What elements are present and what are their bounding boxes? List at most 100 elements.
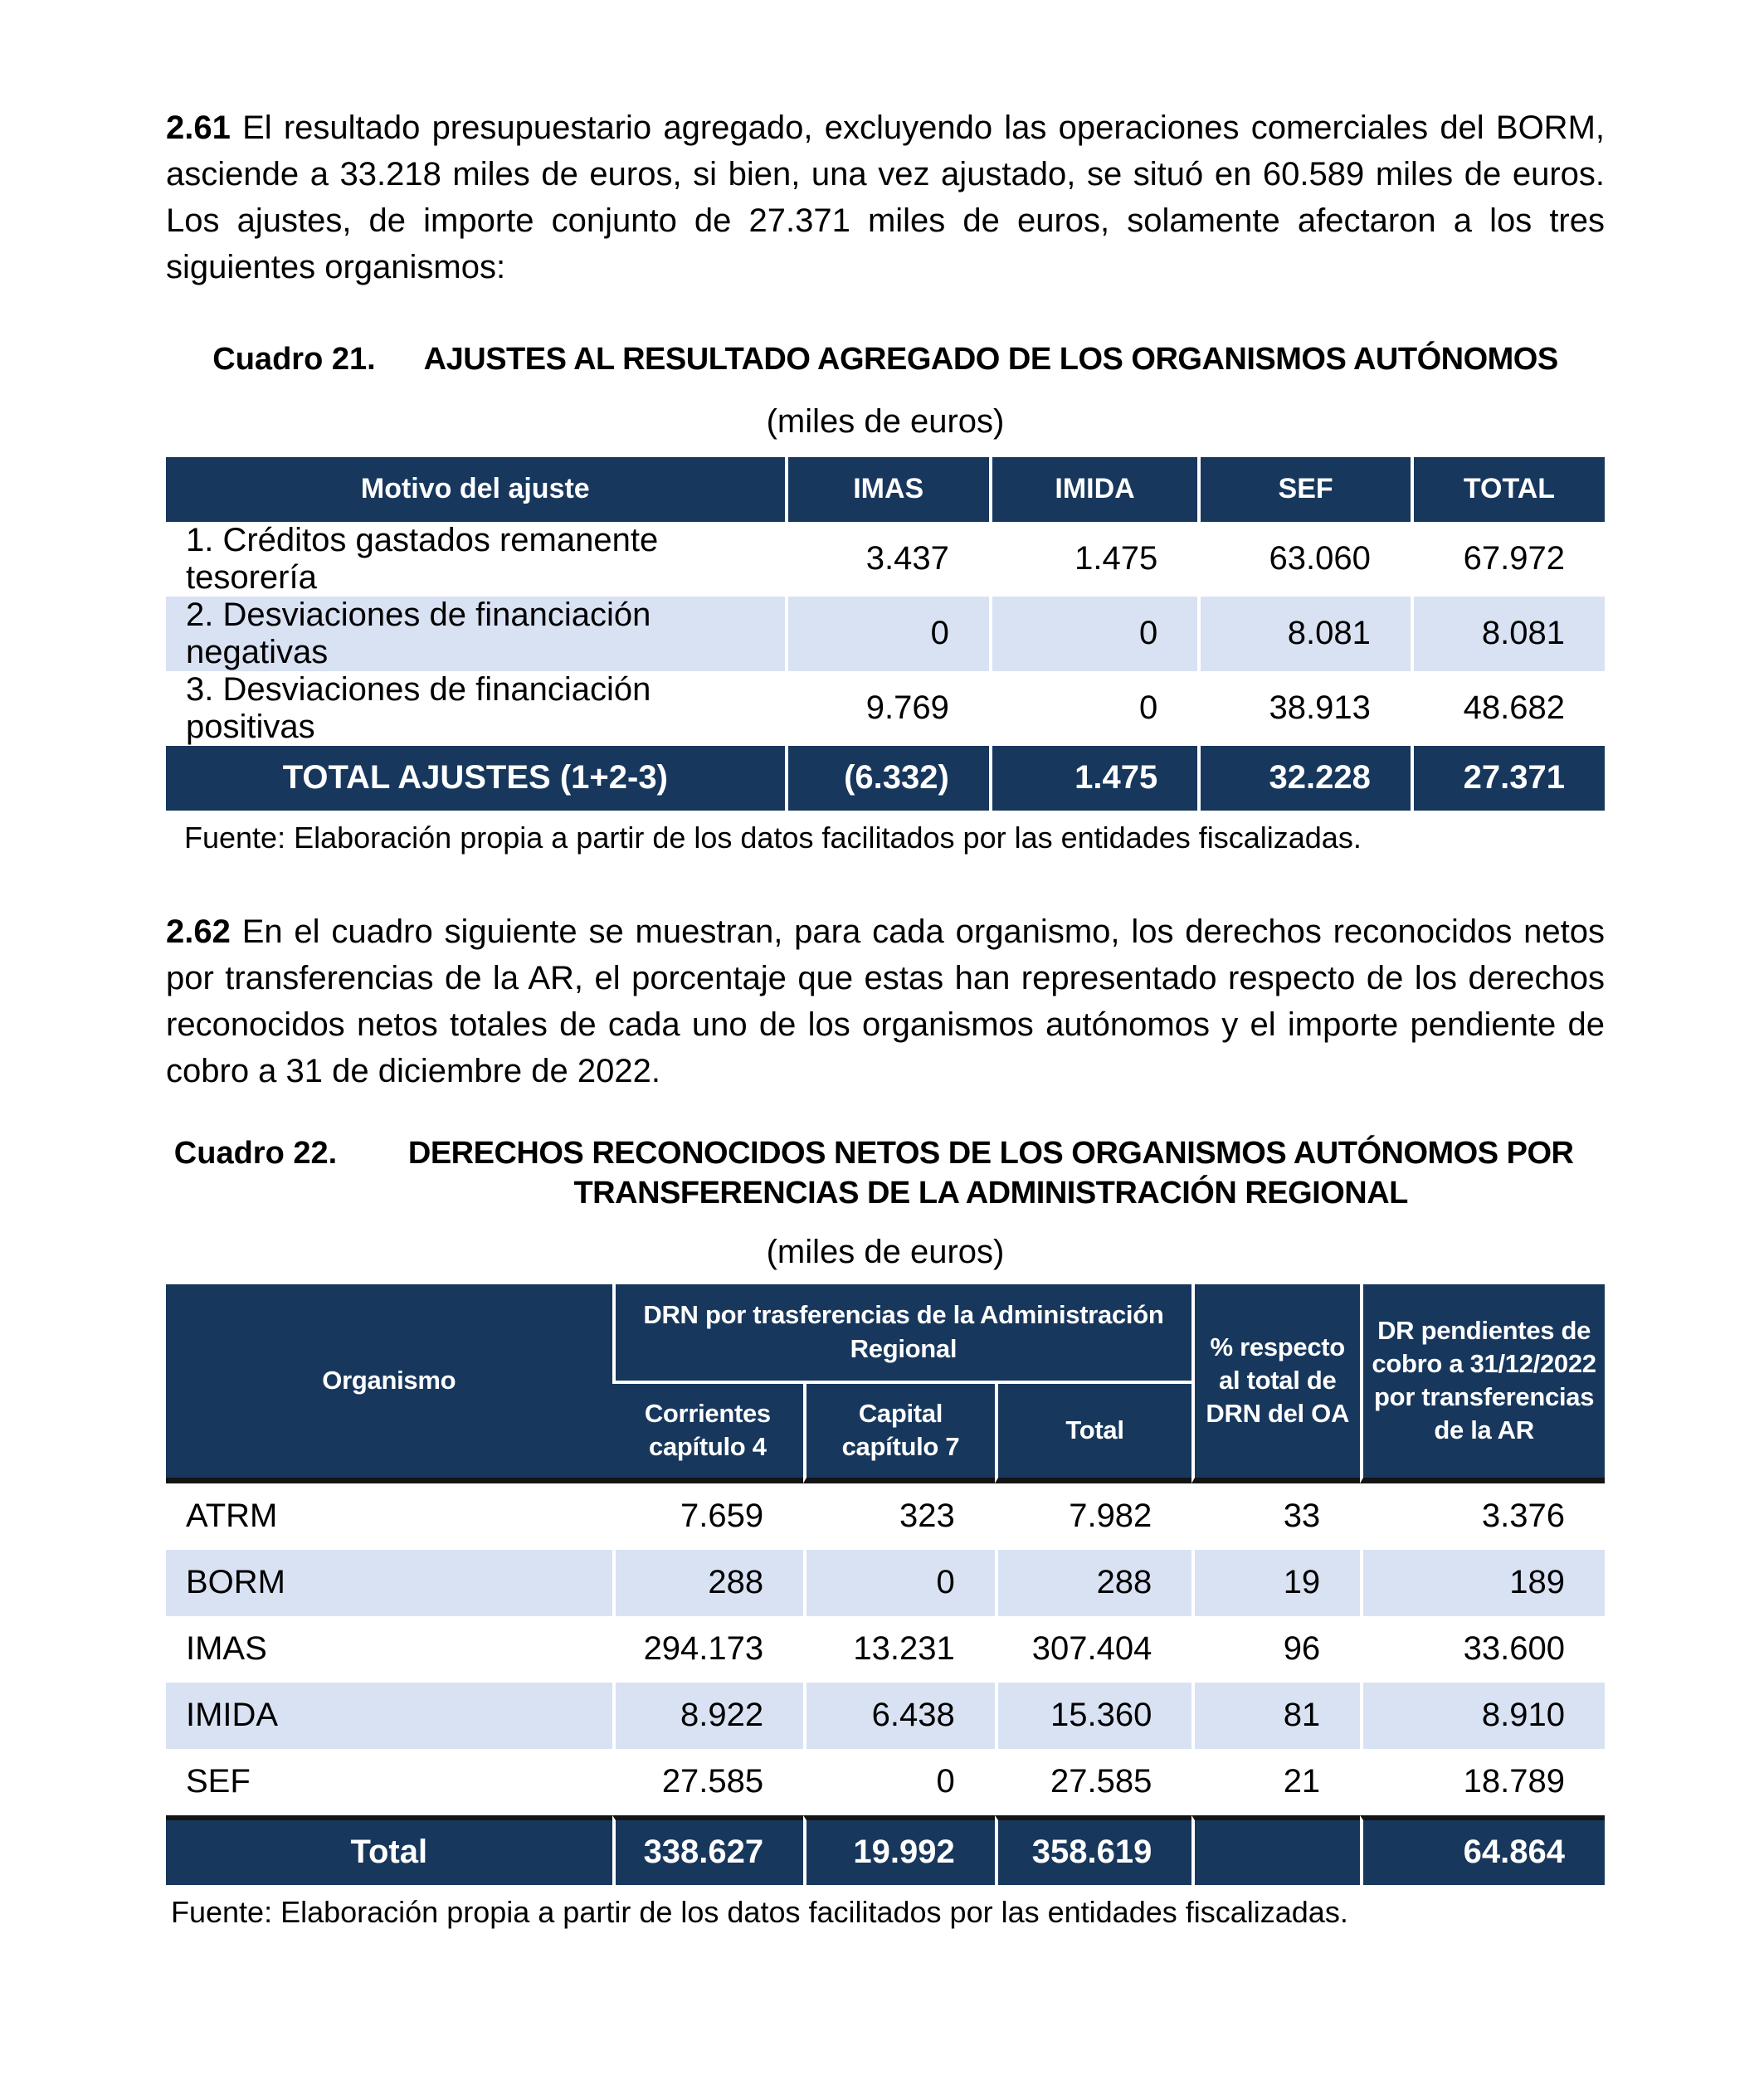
table22-caption: Cuadro 22. DERECHOS RECONOCIDOS NETOS DE… (166, 1134, 1605, 1214)
paragraph-text: En el cuadro siguiente se muestran, para… (166, 913, 1605, 1089)
table22-units: (miles de euros) (766, 1233, 1005, 1270)
cell-pct: 21 (1191, 1748, 1361, 1815)
table-row: IMIDA 8.922 6.438 15.360 81 8.910 (166, 1682, 1605, 1749)
cell-imida: 1.475 (988, 521, 1198, 597)
table22-header-row-2: Corrientes capítulo 4 Capital capítulo 7… (166, 1383, 1605, 1483)
row-label: SEF (166, 1748, 612, 1815)
table22-header-row-1: Organismo DRN por trasferencias de la Ad… (166, 1283, 1605, 1483)
paragraph-2-61: 2.61 El resultado presupuestario agregad… (166, 105, 1605, 290)
paragraph-number: 2.62 (166, 913, 231, 950)
table-row: 1. Créditos gastados remanente tesorería… (166, 521, 1605, 597)
cell-corrientes: 288 (612, 1549, 804, 1616)
cell-pct: 96 (1191, 1615, 1361, 1683)
table21-header-row: Motivo del ajuste IMAS IMIDA SEF TOTAL (166, 456, 1605, 522)
table22-col-pct: % respecto al total de DRN del OA (1191, 1283, 1361, 1483)
cell-imas: 0 (784, 596, 989, 671)
cell-total: 7.982 (994, 1483, 1192, 1550)
cell-total: 288 (994, 1549, 1192, 1616)
cell-imas: 3.437 (784, 521, 989, 597)
cell-sef: 38.913 (1197, 670, 1411, 746)
total-total: 358.619 (994, 1814, 1192, 1885)
cell-corrientes: 8.922 (612, 1682, 804, 1749)
cell-sef: 63.060 (1197, 521, 1411, 597)
cell-total: 48.682 (1410, 670, 1605, 746)
cell-dr: 8.910 (1360, 1682, 1605, 1749)
table21-caption: Cuadro 21. AJUSTES AL RESULTADO AGREGADO… (166, 340, 1605, 380)
cell-capital: 323 (803, 1483, 995, 1550)
table21-source: Fuente: Elaboración propia a partir de l… (184, 820, 1362, 855)
row-label: IMIDA (166, 1682, 612, 1749)
cell-pct: 81 (1191, 1682, 1361, 1749)
cell-pct: 19 (1191, 1549, 1361, 1616)
cell-imida: 0 (988, 596, 1198, 671)
table-row: 2. Desviaciones de financiación negativa… (166, 596, 1605, 671)
table21-col-imida: IMIDA (988, 456, 1198, 522)
table21-col-sef: SEF (1197, 456, 1411, 522)
table-derechos-reconocidos: Organismo DRN por trasferencias de la Ad… (166, 1283, 1605, 1885)
table22-total-row: Total 338.627 19.992 358.619 64.864 (166, 1814, 1605, 1885)
total-imas: (6.332) (784, 745, 989, 811)
row-label: IMAS (166, 1615, 612, 1683)
row-label: 3. Desviaciones de financiación positiva… (166, 670, 785, 746)
table22-col-organismo: Organismo (166, 1283, 612, 1483)
table-row: 3. Desviaciones de financiación positiva… (166, 670, 1605, 746)
row-label: BORM (166, 1549, 612, 1616)
table21-units: (miles de euros) (766, 402, 1005, 440)
table22-caption-label: Cuadro 22. (173, 1135, 338, 1171)
cell-total: 307.404 (994, 1615, 1192, 1683)
cell-capital: 13.231 (803, 1615, 995, 1683)
table-row: BORM 288 0 288 19 189 (166, 1549, 1605, 1616)
cell-total: 15.360 (994, 1682, 1192, 1749)
table22-caption-title: DERECHOS RECONOCIDOS NETOS DE LOS ORGANI… (407, 1135, 1574, 1210)
cell-dr: 33.600 (1360, 1615, 1605, 1683)
total-imida: 1.475 (988, 745, 1198, 811)
cell-dr: 3.376 (1360, 1483, 1605, 1550)
table21-total-row: TOTAL AJUSTES (1+2-3) (6.332) 1.475 32.2… (166, 745, 1605, 811)
table22-col-total: Total (994, 1383, 1192, 1483)
cell-imas: 9.769 (784, 670, 989, 746)
row-label: 2. Desviaciones de financiación negativa… (166, 596, 785, 671)
paragraph-number: 2.61 (166, 110, 231, 146)
total-sef: 32.228 (1197, 745, 1411, 811)
cell-dr: 18.789 (1360, 1748, 1605, 1815)
table22-source: Fuente: Elaboración propia a partir de l… (171, 1894, 1348, 1929)
cell-total: 8.081 (1410, 596, 1605, 671)
row-label: ATRM (166, 1483, 612, 1550)
cell-dr: 189 (1360, 1549, 1605, 1616)
table21-caption-label: Cuadro 21. (212, 342, 376, 377)
cell-imida: 0 (988, 670, 1198, 746)
row-label: 1. Créditos gastados remanente tesorería (166, 521, 785, 597)
table21-col-imas: IMAS (784, 456, 989, 522)
table-row: SEF 27.585 0 27.585 21 18.789 (166, 1748, 1605, 1815)
table21-col-total: TOTAL (1410, 456, 1605, 522)
cell-corrientes: 27.585 (612, 1748, 804, 1815)
total-total: 27.371 (1410, 745, 1605, 811)
total-pct (1191, 1814, 1361, 1885)
table-ajustes-resultado: Motivo del ajuste IMAS IMIDA SEF TOTAL 1… (166, 456, 1605, 811)
cell-capital: 0 (803, 1549, 995, 1616)
cell-pct: 33 (1191, 1483, 1361, 1550)
cell-total: 67.972 (1410, 521, 1605, 597)
total-label: Total (166, 1814, 612, 1885)
cell-capital: 0 (803, 1748, 995, 1815)
cell-corrientes: 294.173 (612, 1615, 804, 1683)
total-label: TOTAL AJUSTES (1+2-3) (166, 745, 785, 811)
table22-group-header: DRN por trasferencias de la Administraci… (612, 1283, 1192, 1384)
table21-col-motivo: Motivo del ajuste (166, 456, 785, 522)
table22-col-dr-pendientes: DR pendientes de cobro a 31/12/2022 por … (1360, 1283, 1605, 1483)
paragraph-text: El resultado presupuestario agregado, ex… (166, 110, 1605, 285)
table21-caption-title: AJUSTES AL RESULTADO AGREGADO DE LOS ORG… (423, 342, 1559, 377)
total-dr: 64.864 (1360, 1814, 1605, 1885)
cell-sef: 8.081 (1197, 596, 1411, 671)
cell-capital: 6.438 (803, 1682, 995, 1749)
total-corrientes: 338.627 (612, 1814, 804, 1885)
paragraph-2-62: 2.62 En el cuadro siguiente se muestran,… (166, 908, 1605, 1094)
total-capital: 19.992 (803, 1814, 995, 1885)
table22-col-corrientes: Corrientes capítulo 4 (612, 1383, 804, 1483)
table-row: IMAS 294.173 13.231 307.404 96 33.600 (166, 1615, 1605, 1683)
table-row: ATRM 7.659 323 7.982 33 3.376 (166, 1483, 1605, 1550)
table22-col-capital: Capital capítulo 7 (803, 1383, 995, 1483)
cell-corrientes: 7.659 (612, 1483, 804, 1550)
cell-total: 27.585 (994, 1748, 1192, 1815)
